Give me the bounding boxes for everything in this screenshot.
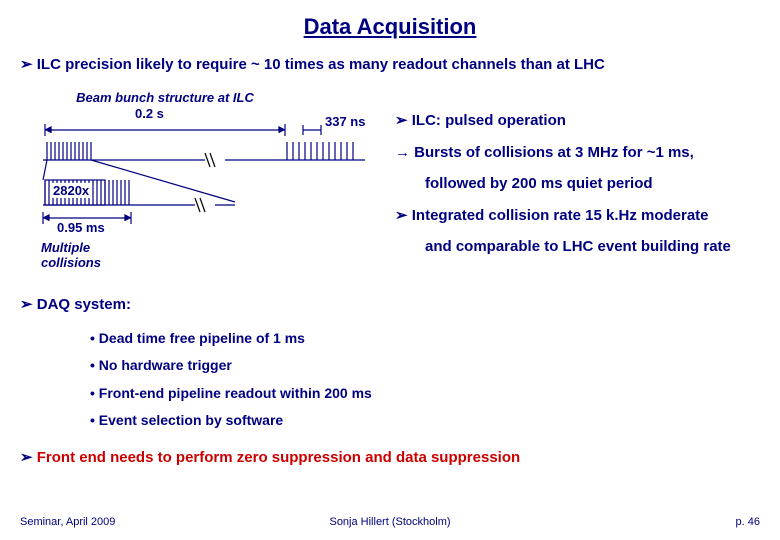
period-label: 0.2 s — [135, 106, 164, 121]
daq-item: Event selection by software — [90, 407, 372, 434]
daq-item: Front-end pipeline readout within 200 ms — [90, 380, 372, 407]
r2: Bursts of collisions at 3 MHz for ~1 ms, — [395, 140, 765, 166]
page-title: Data Acquisition — [0, 0, 780, 40]
footer-center: Sonja Hillert (Stockholm) — [329, 516, 450, 528]
beam-title: Beam bunch structure at ILC — [65, 90, 265, 105]
daq-item: No hardware trigger — [90, 352, 372, 379]
bullet-arrow-icon — [20, 56, 37, 73]
bunch-count-label: 2820x — [51, 183, 91, 198]
r1: ILC: pulsed operation — [395, 108, 765, 134]
footer-left: Seminar, April 2009 — [20, 516, 115, 528]
pulse-width-label: 0.95 ms — [57, 220, 105, 235]
right-text-block: ILC: pulsed operation Bursts of collisio… — [395, 108, 765, 266]
daq-item: Dead time free pipeline of 1 ms — [90, 325, 372, 352]
daq-items: Dead time free pipeline of 1 ms No hardw… — [90, 325, 372, 434]
headline-text: ILC precision likely to require ~ 10 tim… — [37, 56, 605, 73]
bullet-arrow-icon — [20, 296, 37, 313]
r4: Integrated collision rate 15 k.Hz modera… — [395, 203, 765, 229]
headline-bullet: ILC precision likely to require ~ 10 tim… — [20, 55, 605, 73]
beam-diagram: Beam bunch structure at ILC 0.2 s 337 ns — [35, 90, 375, 265]
r5: and comparable to LHC event building rat… — [395, 234, 765, 260]
bullet-arrow-icon — [395, 207, 412, 224]
beam-svg — [35, 90, 375, 265]
spacing-label: 337 ns — [325, 114, 365, 129]
daq-header: DAQ system: — [20, 295, 131, 313]
multiple-collisions-label: Multiple collisions — [41, 240, 121, 270]
bullet-arrow-icon — [395, 112, 412, 129]
arrow-right-icon — [395, 144, 414, 161]
footer: Seminar, April 2009 Sonja Hillert (Stock… — [20, 516, 760, 528]
bottom-bullet: ➢ Front end needs to perform zero suppre… — [20, 448, 520, 466]
r3: followed by 200 ms quiet period — [395, 171, 765, 197]
footer-right: p. 46 — [736, 516, 760, 528]
